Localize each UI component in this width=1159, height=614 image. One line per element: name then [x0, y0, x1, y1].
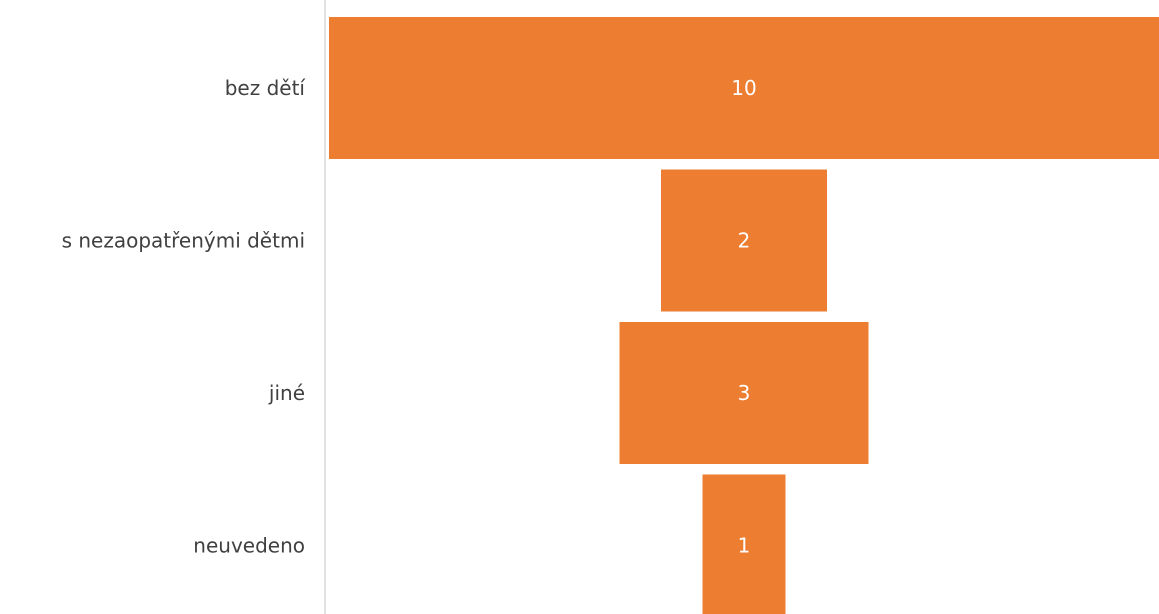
bar-1 — [661, 169, 827, 312]
bar-3 — [702, 474, 786, 614]
category-label-1: s nezaopatřenými dětmi — [62, 229, 305, 253]
data-labels: 10 2 3 1 — [731, 76, 756, 558]
bar-0 — [329, 17, 1159, 159]
category-labels: bez dětí s nezaopatřenými dětmi jiné neuved… — [62, 76, 307, 558]
category-label-3: neuvedeno — [193, 534, 305, 558]
data-label-0: 10 — [731, 76, 756, 100]
category-label-0: bez dětí — [225, 76, 307, 100]
data-label-3: 1 — [738, 534, 751, 558]
data-label-2: 3 — [738, 381, 751, 405]
category-label-2: jiné — [268, 381, 305, 405]
data-label-1: 2 — [738, 229, 751, 253]
bar-group — [329, 17, 1159, 614]
bar-2 — [619, 322, 869, 464]
